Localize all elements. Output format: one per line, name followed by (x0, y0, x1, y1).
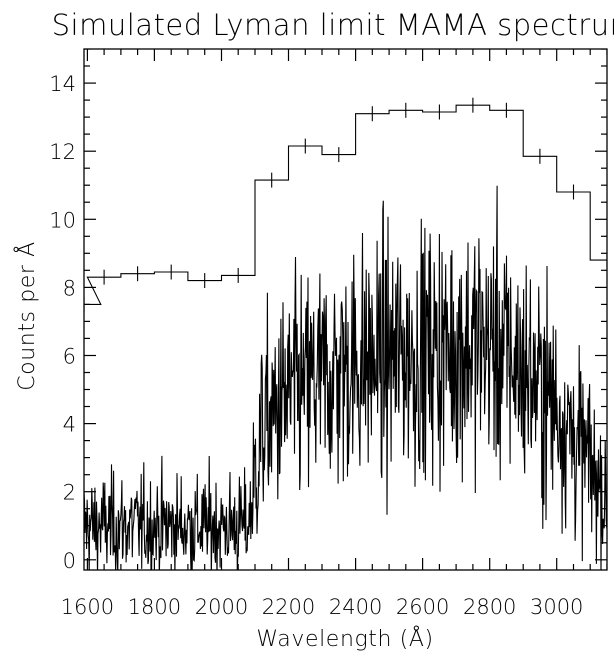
x-tick-label: 2400 (329, 595, 382, 619)
y-tick-label: 6 (63, 345, 76, 369)
x-tick-label: 2800 (463, 595, 516, 619)
x-tick-label: 2600 (396, 595, 449, 619)
y-axis-label: Counts per Å (14, 241, 40, 391)
plot-frame (83, 48, 608, 571)
x-tick-label: 1800 (128, 595, 181, 619)
x-tick-label: 3000 (530, 595, 583, 619)
y-tick-label: 2 (63, 481, 76, 505)
y-tick-label: 10 (49, 208, 76, 232)
x-tick-label: 1600 (61, 595, 114, 619)
y-tick-label: 8 (63, 276, 76, 300)
y-tick-label: 4 (63, 413, 76, 437)
noisy-spectrum-series (84, 185, 607, 570)
y-tick-label: 14 (49, 72, 76, 96)
x-tick-label: 2000 (195, 595, 248, 619)
x-tick-label: 2200 (262, 595, 315, 619)
plot-area (84, 49, 607, 570)
y-tick-label: 0 (63, 549, 76, 573)
histogram-series (84, 104, 607, 305)
x-axis-label: Wavelength (Å) (256, 626, 433, 652)
chart-title: Simulated Lyman limit MAMA spectrum (52, 8, 614, 42)
y-tick-label: 12 (49, 140, 76, 164)
